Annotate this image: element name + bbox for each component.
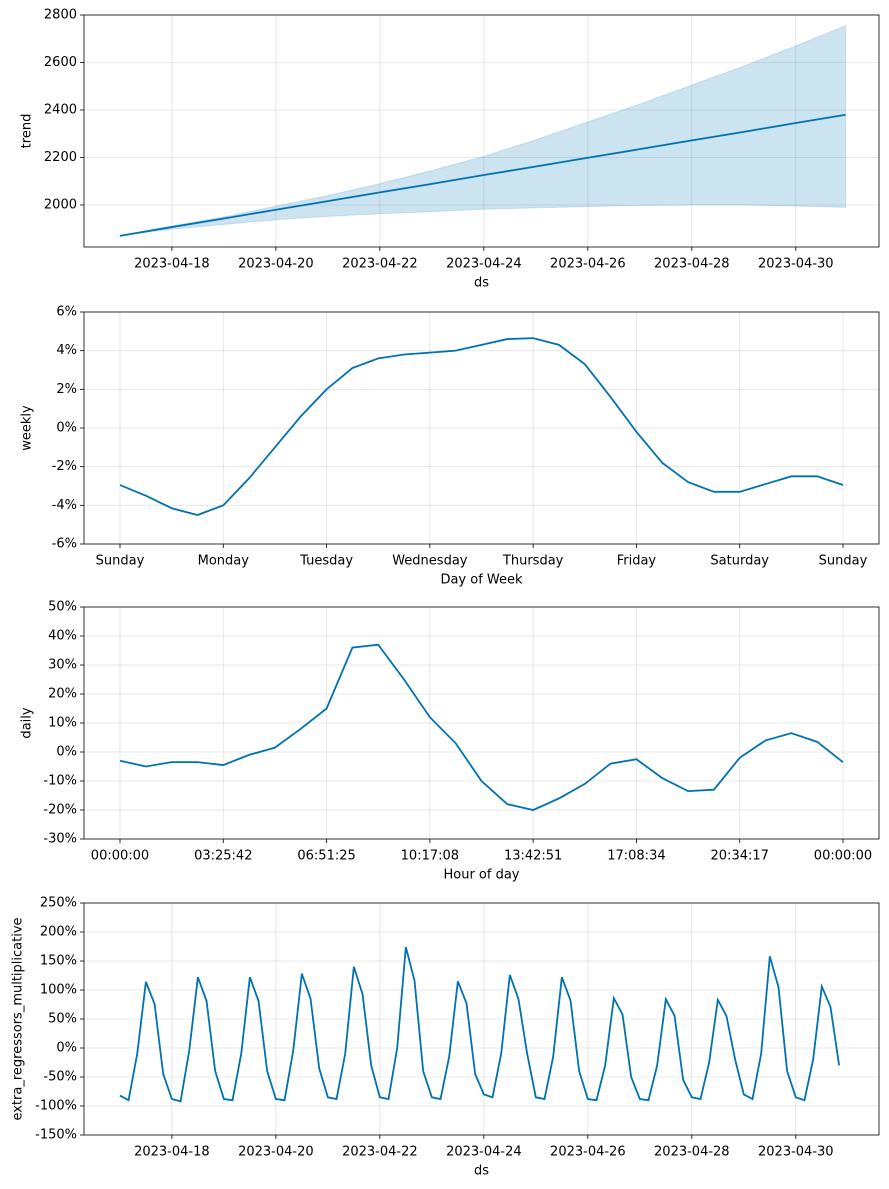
y-tick-label: 2200 [44,150,77,165]
x-tick-label: 2023-04-26 [550,257,626,272]
y-tick-label: 0% [56,1041,77,1056]
x-axis-label: ds [474,276,489,291]
x-tick-label: 03:25:42 [194,849,252,864]
plot [119,643,844,811]
y-axis-label: trend [20,114,35,149]
x-tick-label: 20:34:17 [711,849,769,864]
y-tick-label: 2400 [44,102,77,117]
x-tick-label: 2023-04-28 [654,257,730,272]
y-tick-label: 2800 [44,8,77,23]
y-tick-label: -10% [43,774,77,789]
y-axis-label: extra_regressors_multiplicative [11,917,26,1120]
axes-frame [83,606,880,840]
plot [119,946,841,1103]
y-tick-label: -20% [43,803,77,818]
x-tick-label: 2023-04-30 [758,257,834,272]
line [119,946,841,1103]
axes-frame [83,902,880,1136]
x-tick-label: 2023-04-26 [550,1145,626,1160]
line [119,337,844,516]
y-tick-label: 100% [40,983,77,998]
x-tick-label: 2023-04-24 [446,257,522,272]
y-tick-label: 4% [56,343,77,358]
y-axis-label: weekly [20,405,35,451]
x-tick-label: Thursday [502,554,564,569]
x-tick-label: 13:42:51 [504,849,562,864]
x-axis-label: ds [474,1164,489,1179]
axes-frame [83,14,880,248]
y-tick-label: -150% [35,1128,77,1143]
x-tick-label: Saturday [710,554,769,569]
x-tick-label: Tuesday [299,554,353,569]
plot [119,24,847,237]
x-tick-label: 17:08:34 [607,849,665,864]
x-tick-label: 2023-04-24 [446,1145,522,1160]
x-tick-label: 2023-04-18 [134,1145,210,1160]
y-axis-label: daily [20,707,35,738]
x-tick-label: 2023-04-20 [238,1145,314,1160]
x-tick-label: 00:00:00 [814,849,872,864]
y-tick-label: 50% [48,1012,77,1027]
y-tick-label: 6% [56,305,77,320]
line [119,643,844,811]
y-tick-label: -2% [52,459,77,474]
uncertainty-band [119,24,847,237]
line [119,113,846,237]
y-tick-label: 0% [56,745,77,760]
x-tick-label: 10:17:08 [401,849,459,864]
y-tick-label: -6% [52,537,77,552]
x-tick-label: Monday [198,554,250,569]
x-tick-label: 2023-04-30 [758,1145,834,1160]
y-tick-label: 30% [48,658,77,673]
x-tick-label: 2023-04-22 [342,1145,418,1160]
y-tick-label: -100% [35,1099,77,1114]
y-tick-label: 2000 [44,197,77,212]
x-tick-label: 00:00:00 [91,849,149,864]
x-tick-label: 06:51:25 [297,849,355,864]
x-tick-label: Friday [617,554,657,569]
x-tick-label: 2023-04-28 [654,1145,730,1160]
y-tick-label: 2600 [44,55,77,70]
y-tick-label: 0% [56,421,77,436]
y-tick-label: 20% [48,687,77,702]
y-tick-label: 250% [40,896,77,911]
x-tick-label: Sunday [819,554,868,569]
x-tick-label: 2023-04-20 [238,257,314,272]
y-tick-label: -30% [43,832,77,847]
x-tick-label: Wednesday [392,554,468,569]
y-tick-label: 10% [48,716,77,731]
y-tick-label: 150% [40,954,77,969]
axes-frame [83,311,880,545]
y-tick-label: 2% [56,382,77,397]
plot [119,337,844,516]
y-tick-label: 50% [48,600,77,615]
x-tick-label: 2023-04-18 [134,257,210,272]
y-tick-label: 40% [48,629,77,644]
y-tick-label: 200% [40,925,77,940]
x-tick-label: 2023-04-22 [342,257,418,272]
y-tick-label: -50% [43,1070,77,1085]
x-axis-label: Hour of day [443,868,519,883]
x-tick-label: Sunday [96,554,145,569]
y-tick-label: -4% [52,498,77,513]
x-axis-label: Day of Week [440,573,523,588]
